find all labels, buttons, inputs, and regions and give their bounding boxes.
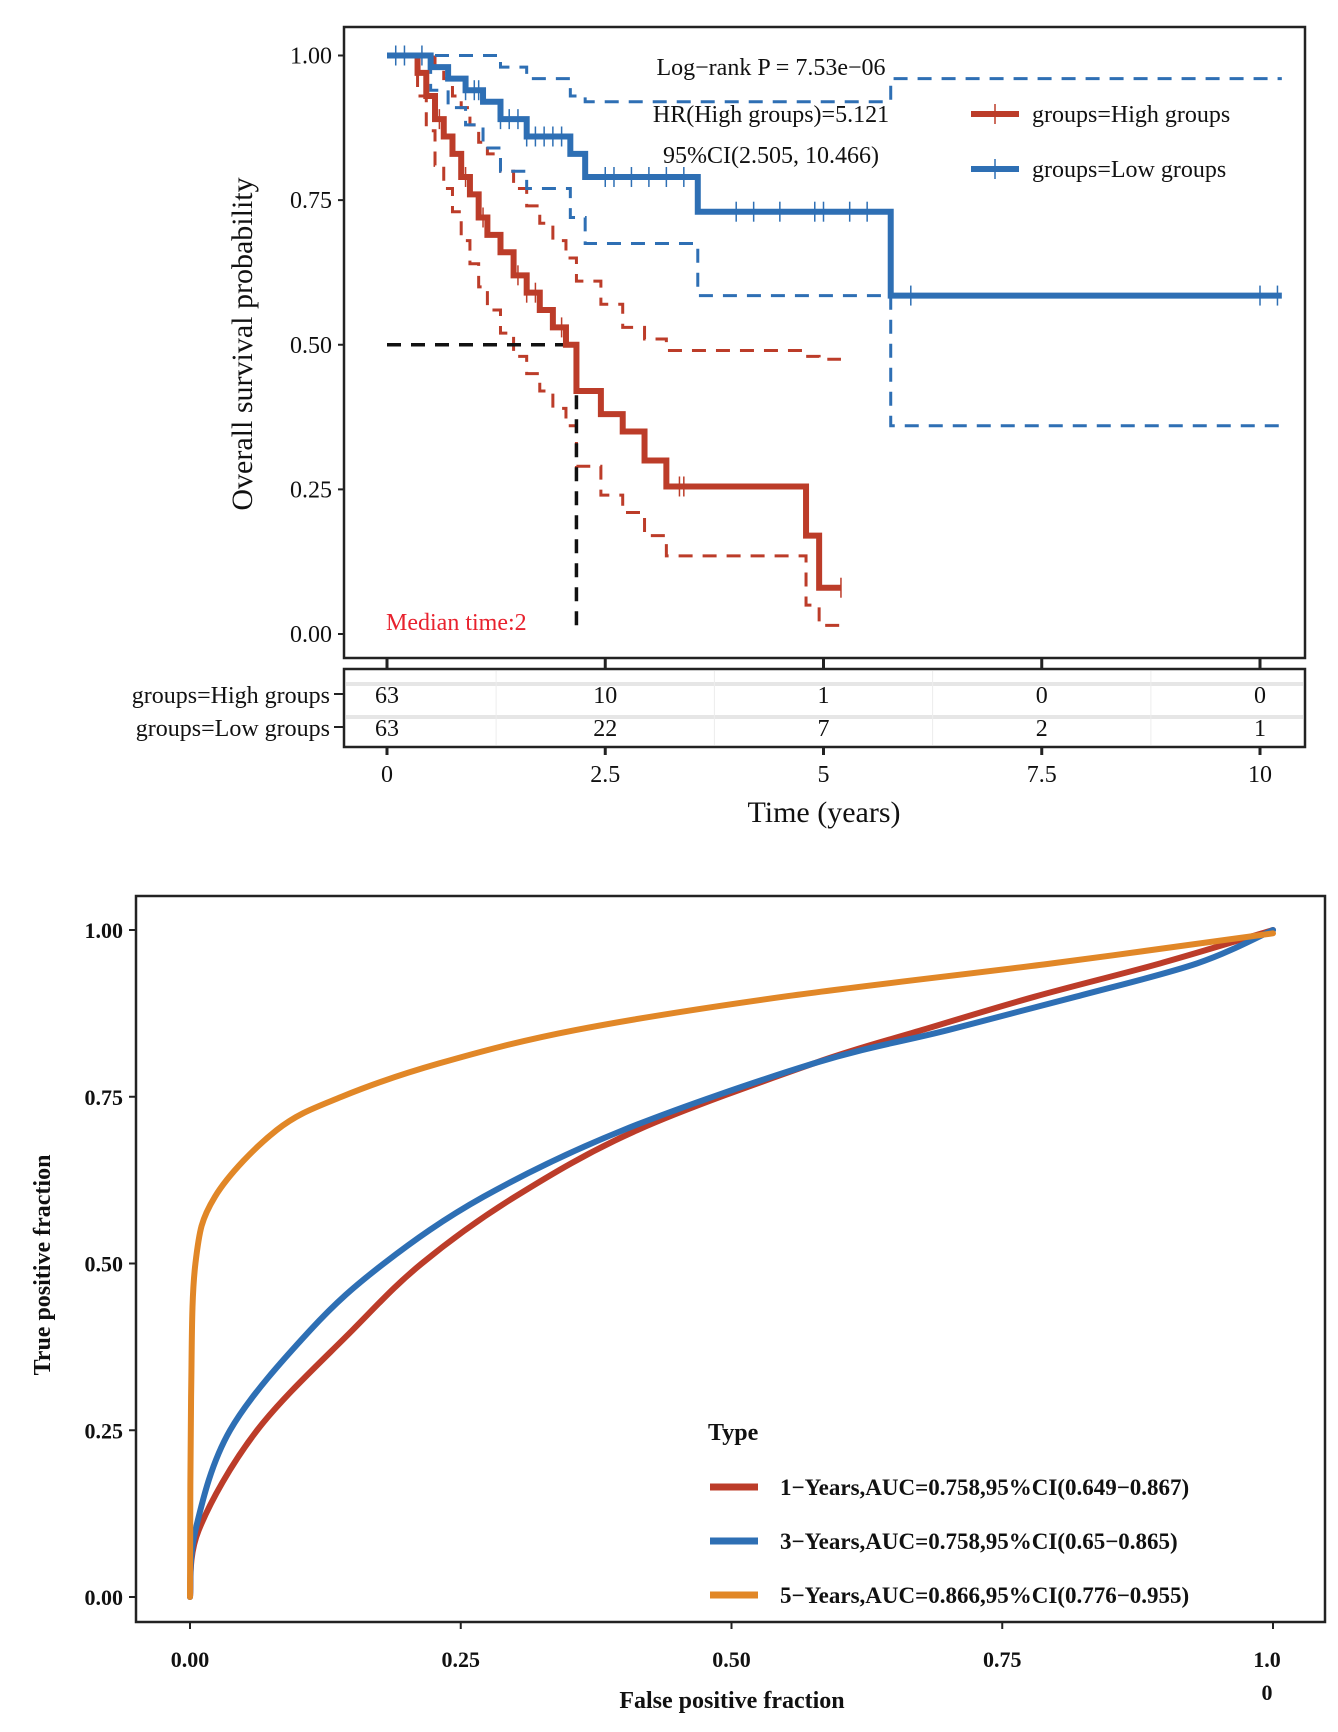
legend-label-high: groups=High groups [1032, 102, 1230, 128]
risk-row-label-high: groups=High groups [132, 683, 330, 709]
risk-table-cell: 0 [1254, 683, 1266, 709]
roc-x-tick-label: 1.0 0 [1253, 1647, 1281, 1705]
roc-legend-title: Type [708, 1420, 759, 1446]
roc-y-tick-label: 0.25 [85, 1418, 124, 1443]
risk-row-label-low: groups=Low groups [136, 716, 330, 742]
roc-legend: Type 1−Years,AUC=0.758,95%CI(0.649−0.867… [708, 1420, 1189, 1608]
km-y-tick-label: 1.00 [290, 44, 332, 70]
km-x-tick-label: 5 [818, 762, 830, 788]
km-y-tick-label: 0.00 [290, 622, 332, 648]
roc-x-tick-label: 0.25 [442, 1647, 481, 1672]
risk-table-cell: 7 [818, 716, 830, 742]
km-y-tick-label: 0.50 [290, 333, 332, 359]
km-x-tick-label: 2.5 [590, 762, 620, 788]
km-y-tick-label: 0.75 [290, 188, 332, 214]
roc-legend-label-5-year: 5−Years,AUC=0.866,95%CI(0.776−0.955) [780, 1583, 1189, 1608]
risk-table-cell: 1 [818, 683, 830, 709]
roc-legend-label-1-year: 1−Years,AUC=0.758,95%CI(0.649−0.867) [780, 1475, 1189, 1500]
risk-table-cell: 2 [1036, 716, 1048, 742]
roc-y-tick-label: 1.00 [85, 918, 124, 943]
km-curves [387, 45, 1282, 598]
logrank-annotation: Log−rank P = 7.53e−06 [656, 55, 885, 81]
km-x-tick-label: 7.5 [1027, 762, 1057, 788]
km-ci-lines [387, 54, 1282, 627]
km-y-axis: 0.00 0.25 0.50 0.75 1.00 [290, 44, 344, 648]
km-y-axis-title: Overall survival probability [226, 177, 259, 510]
risk-table-cell: 0 [1036, 683, 1048, 709]
median-line [387, 343, 579, 634]
ci-lower-low [387, 54, 1282, 428]
km-legend: groups=High groups groups=Low groups [971, 102, 1230, 183]
survival-curve-high [387, 52, 841, 591]
roc-curve-1-year [187, 927, 1276, 1600]
km-plot: 0.00 0.25 0.50 0.75 1.00 Overall survival pr… [132, 25, 1307, 829]
hr-annotation: HR(High groups)=5.121 [653, 102, 889, 128]
risk-table-cell: 63 [375, 683, 399, 709]
roc-y-axis-title: True positive fraction [30, 1155, 56, 1376]
km-x-axis: 0 2.5 5 7.5 10 [381, 658, 1272, 788]
roc-curve-5-year [187, 930, 1276, 1600]
km-y-tick-label: 0.25 [290, 477, 332, 503]
roc-y-tick-label: 0.50 [85, 1252, 124, 1277]
roc-y-tick-label: 0.75 [85, 1085, 124, 1110]
roc-x-tick-label-part: 1.0 [1253, 1647, 1281, 1672]
roc-x-tick-label: 0.75 [983, 1647, 1022, 1672]
roc-curve-3-year [187, 927, 1276, 1600]
ci-upper-low [387, 54, 1282, 104]
roc-axes: 0.000.250.500.751.000.00 0.25 0.50 0.75 1.0 0 [85, 918, 1281, 1705]
roc-x-axis-title: False positive fraction [619, 1688, 844, 1714]
km-median-lines [387, 343, 579, 634]
roc-x-tick-label-part: 0 [1262, 1680, 1273, 1705]
median-annotation: Median time:2 [386, 610, 527, 636]
roc-y-tick-label: 0.00 [85, 1585, 124, 1610]
ci-upper-high [387, 54, 841, 361]
km-x-axis-title: Time (years) [747, 796, 900, 829]
km-x-tick-label: 0 [381, 762, 393, 788]
risk-table-cell: 63 [375, 716, 399, 742]
roc-x-tick-label: 0.50 [712, 1647, 751, 1672]
legend-label-low: groups=Low groups [1032, 157, 1226, 183]
ci-lower-high [387, 54, 841, 627]
roc-curves [187, 927, 1276, 1600]
risk-table-cell: 10 [593, 683, 617, 709]
roc-legend-label-3-year: 3−Years,AUC=0.758,95%CI(0.65−0.865) [780, 1529, 1178, 1554]
roc-plot: 0.000.250.500.751.000.00 0.25 0.50 0.75 1.0 0… [30, 894, 1327, 1714]
risk-table-cell: 1 [1254, 716, 1266, 742]
ci-annotation: 95%CI(2.505, 10.466) [663, 143, 879, 169]
survival-curve-low [387, 52, 1282, 299]
roc-x-tick-label: 0.00 [171, 1647, 210, 1672]
km-x-tick-label: 10 [1248, 762, 1272, 788]
risk-table-cell: 22 [593, 716, 617, 742]
